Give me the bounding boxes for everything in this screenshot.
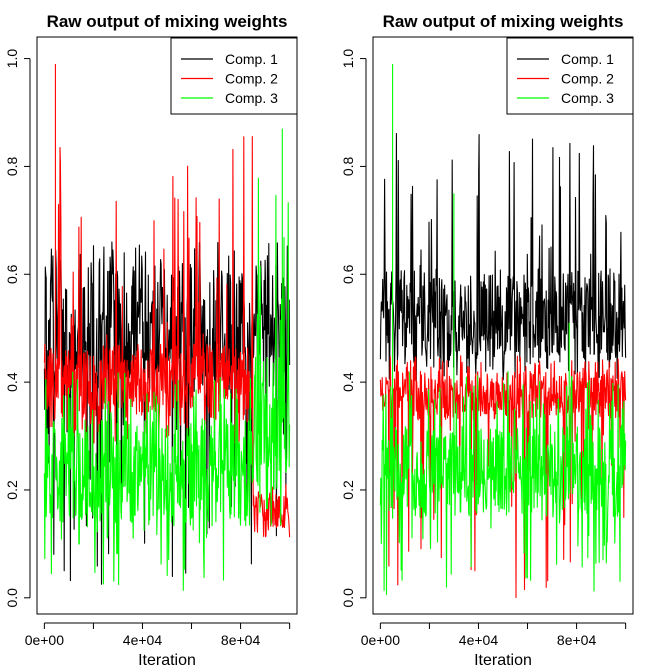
- y-tick-label: 0.8: [4, 156, 20, 176]
- legend: Comp. 1 Comp. 2 Comp. 3: [506, 37, 634, 115]
- y-tick-label: 0.4: [4, 372, 20, 392]
- legend-box: [170, 37, 298, 115]
- legend-label-comp-2: Comp. 2: [561, 71, 614, 87]
- chart-title: Raw output of mixing weights: [47, 12, 288, 31]
- x-tick-label: 8e+04: [557, 632, 597, 648]
- legend-box: [506, 37, 634, 115]
- legend: Comp. 1 Comp. 2 Comp. 3: [170, 37, 298, 115]
- y-tick-label: 0.2: [340, 480, 356, 500]
- y-tick-label: 0.0: [4, 588, 20, 608]
- y-axis: 0.0 0.2 0.4 0.6 0.8 1.0: [4, 49, 31, 608]
- y-tick-label: 0.0: [340, 588, 356, 608]
- x-axis-label: Iteration: [138, 652, 196, 669]
- legend-label-comp-1: Comp. 1: [225, 51, 278, 67]
- y-tick-label: 0.6: [4, 264, 20, 284]
- y-tick-label: 0.8: [340, 156, 356, 176]
- x-axis: 0e+00 4e+04 8e+04: [25, 622, 291, 648]
- legend-label-comp-3: Comp. 3: [225, 90, 278, 106]
- y-tick-label: 0.4: [340, 372, 356, 392]
- series-trace-comp-2: [43, 64, 291, 538]
- legend-label-comp-3: Comp. 3: [561, 90, 614, 106]
- x-tick-label: 4e+04: [459, 632, 499, 648]
- legend-label-comp-1: Comp. 1: [561, 51, 614, 67]
- plot-frame: [372, 36, 634, 615]
- legend-label-comp-2: Comp. 2: [225, 71, 278, 87]
- series-trace-comp-3: [379, 64, 627, 596]
- x-axis: 0e+00 4e+04 8e+04: [361, 622, 627, 648]
- series-trace-comp-1: [379, 132, 627, 382]
- x-axis-label: Iteration: [474, 652, 532, 669]
- y-tick-label: 0.6: [340, 264, 356, 284]
- plot-frame: [36, 36, 298, 615]
- panel-1: Raw output of mixing weights 0.0 0.2 0.4 0.6…: [4, 12, 298, 669]
- panel-2: Raw output of mixing weights 0.0 0.2 0.4 0.6…: [340, 12, 634, 669]
- y-axis: 0.0 0.2 0.4 0.6 0.8 1.0: [340, 49, 367, 608]
- x-tick-label: 0e+00: [25, 632, 65, 648]
- x-tick-label: 4e+04: [123, 632, 163, 648]
- y-tick-label: 1.0: [340, 49, 356, 69]
- y-tick-label: 0.2: [4, 480, 20, 500]
- chart-title: Raw output of mixing weights: [383, 12, 624, 31]
- series-trace-comp-3: [43, 128, 291, 591]
- x-tick-label: 0e+00: [361, 632, 401, 648]
- x-tick-label: 8e+04: [221, 632, 261, 648]
- y-tick-label: 1.0: [4, 49, 20, 69]
- trace-group: [43, 64, 291, 591]
- trace-group: [379, 64, 627, 599]
